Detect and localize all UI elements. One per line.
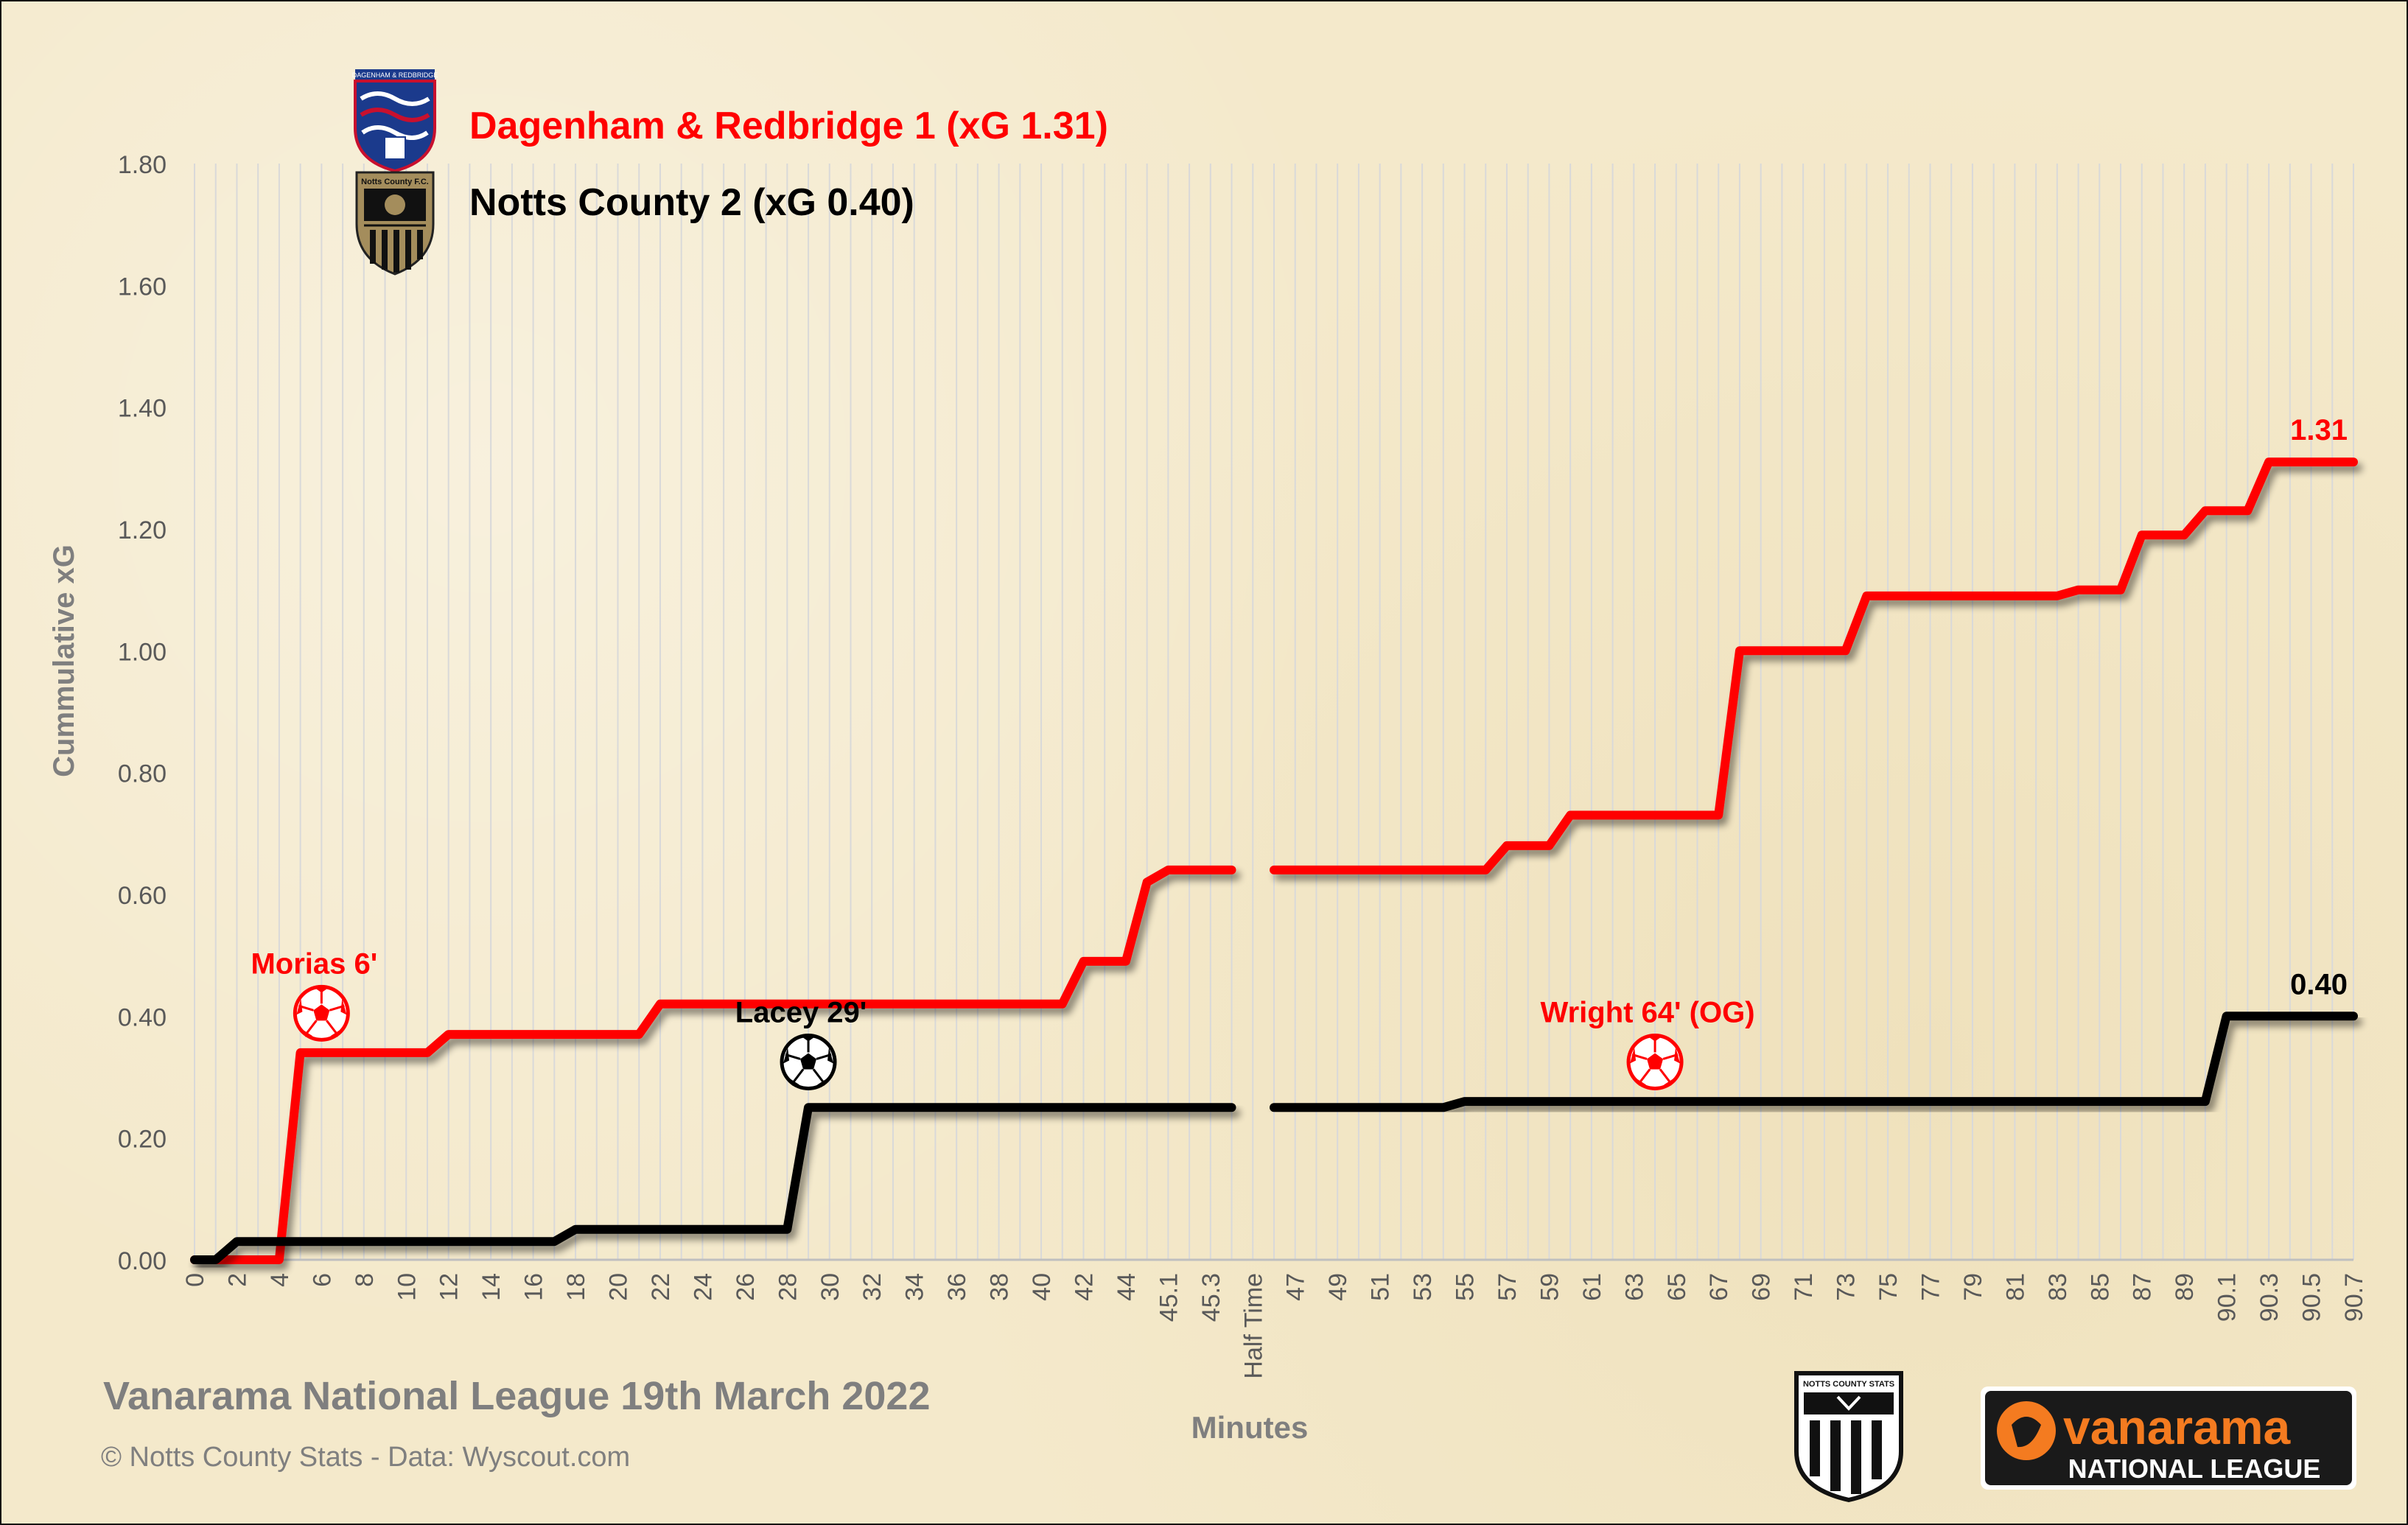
- x-tick-label: 12: [435, 1273, 463, 1301]
- x-tick-label: 44: [1113, 1273, 1141, 1301]
- y-tick-label: 1.60: [118, 273, 167, 301]
- x-tick-label: 47: [1282, 1273, 1310, 1301]
- notts-county-stats-logo: NOTTS COUNTY STATS: [1794, 1371, 1903, 1503]
- home-series-line: [1270, 458, 2358, 874]
- x-tick-label: 57: [1494, 1273, 1522, 1301]
- x-tick-label: 53: [1409, 1273, 1437, 1301]
- x-tick-label: 63: [1620, 1273, 1648, 1301]
- x-tick-label: 67: [1705, 1273, 1733, 1301]
- legend: DAGENHAM & REDBRIDGE Dagenham & Redbridg…: [352, 69, 1108, 276]
- y-tick-label: 0.40: [118, 1003, 167, 1031]
- x-tick-label: 90.5: [2298, 1273, 2326, 1322]
- x-tick-label: 26: [732, 1273, 760, 1301]
- series-lines: 1.31 0.40: [190, 414, 2358, 1264]
- x-tick-label: 90.7: [2340, 1273, 2368, 1322]
- y-tick-label: 1.80: [118, 151, 167, 179]
- x-tick-label: 34: [901, 1273, 929, 1301]
- vanarama-wordmark: vanarama: [2063, 1400, 2292, 1454]
- away-series-line: [190, 1103, 1236, 1264]
- x-tick-label: 2: [223, 1273, 251, 1287]
- away-crest-text: Notts County F.C.: [361, 178, 429, 186]
- legend-home: Dagenham & Redbridge 1 (xG 1.31): [469, 105, 1108, 147]
- away-series-line: [1270, 1012, 2358, 1112]
- football-icon: [780, 1033, 837, 1090]
- x-tick-label: 45.1: [1155, 1273, 1183, 1322]
- x-tick-label: 24: [689, 1273, 717, 1301]
- y-tick-label: 0.00: [118, 1247, 167, 1275]
- x-tick-label: 40: [1028, 1273, 1056, 1301]
- x-tick-label: 89: [2171, 1273, 2199, 1301]
- vanarama-logo: vanarama NATIONAL LEAGUE: [1981, 1386, 2356, 1490]
- x-tick-label: 18: [562, 1273, 590, 1301]
- home-crest-text: DAGENHAM & REDBRIDGE: [352, 71, 438, 79]
- away-end-label: 0.40: [2290, 968, 2348, 1000]
- y-tick-label: 0.60: [118, 882, 167, 910]
- data-credit: © Notts County Stats - Data: Wyscout.com: [101, 1442, 631, 1473]
- x-axis: 0 2 4 6 8 10 12 14 16 18 20 22 24 26 28 30 32 34 36 38 40 42 4…: [181, 1258, 2368, 1379]
- x-tick-label: 42: [1070, 1273, 1098, 1301]
- dagenham-crest-icon: DAGENHAM & REDBRIDGE: [352, 69, 438, 173]
- football-icon: [1626, 1033, 1684, 1090]
- x-tick-label: 10: [393, 1273, 421, 1301]
- x-tick-label: 69: [1748, 1273, 1776, 1301]
- chart-subtitle: Vanarama National League 19th March 2022: [103, 1374, 931, 1418]
- nc-logo-text: NOTTS COUNTY STATS: [1803, 1380, 1894, 1389]
- home-end-label: 1.31: [2290, 414, 2348, 446]
- y-axis-label: Cummulative xG: [48, 544, 80, 777]
- x-tick-label: 22: [647, 1273, 675, 1301]
- x-tick-label: 51: [1367, 1273, 1395, 1301]
- x-tick-label: 83: [2044, 1273, 2072, 1301]
- x-tick-label: 49: [1324, 1273, 1352, 1301]
- x-tick-label: 20: [605, 1273, 633, 1301]
- x-tick-label: 4: [266, 1273, 294, 1287]
- football-icon: [293, 984, 350, 1042]
- x-tick-label: 90.1: [2213, 1273, 2241, 1322]
- x-tick-label: 30: [816, 1273, 844, 1301]
- x-tick-label: Half Time: [1239, 1273, 1267, 1379]
- x-tick-label: 6: [308, 1273, 336, 1287]
- y-tick-label: 1.40: [118, 395, 167, 423]
- x-tick-label: 55: [1452, 1273, 1480, 1301]
- x-tick-label: 71: [1790, 1273, 1818, 1301]
- x-tick-label: 73: [1833, 1273, 1861, 1301]
- x-tick-label: 14: [477, 1273, 505, 1301]
- home-series-line: [190, 865, 1236, 1264]
- legend-away: Notts County 2 (xG 0.40): [469, 181, 914, 224]
- vanarama-league-text: NATIONAL LEAGUE: [2068, 1454, 2321, 1484]
- x-tick-label: 16: [520, 1273, 548, 1301]
- y-tick-label: 0.80: [118, 760, 167, 788]
- x-tick-label: 32: [858, 1273, 886, 1301]
- y-axis: 0.00 0.20 0.40 0.60 0.80 1.00 1.20 1.40 1.60 1.80: [118, 151, 167, 1275]
- x-tick-label: 79: [1959, 1273, 1987, 1301]
- x-tick-label: 45.3: [1197, 1273, 1225, 1322]
- x-tick-label: 28: [774, 1273, 802, 1301]
- y-tick-label: 1.00: [118, 638, 167, 666]
- x-tick-label: 38: [986, 1273, 1014, 1301]
- y-tick-label: 1.20: [118, 516, 167, 544]
- x-tick-label: 65: [1663, 1273, 1691, 1301]
- x-tick-label: 77: [1917, 1273, 1945, 1301]
- x-tick-label: 36: [943, 1273, 971, 1301]
- x-tick-label: 0: [181, 1273, 209, 1287]
- goal-annotation-label: Morias 6': [251, 947, 377, 980]
- x-tick-label: 8: [351, 1273, 379, 1287]
- x-tick-label: 85: [2086, 1273, 2114, 1301]
- notts-county-crest-icon: Notts County F.C.: [355, 171, 435, 276]
- x-tick-label: 75: [1875, 1273, 1903, 1301]
- x-tick-label: 61: [1578, 1273, 1606, 1301]
- x-tick-label: 87: [2129, 1273, 2157, 1301]
- goal-annotation-label: Wright 64' (OG): [1541, 996, 1755, 1028]
- y-tick-label: 0.20: [118, 1126, 167, 1154]
- x-axis-label: Minutes: [1191, 1410, 1309, 1445]
- goal-annotation-label: Lacey 29': [735, 996, 867, 1028]
- x-tick-label: 59: [1536, 1273, 1564, 1301]
- grid-lines: [194, 164, 2354, 1260]
- x-tick-label: 81: [2001, 1273, 2029, 1301]
- x-tick-label: 90.3: [2255, 1273, 2283, 1322]
- goal-annotations: Morias 6' Lacey 29' Wright 64' (OG): [251, 947, 1755, 1090]
